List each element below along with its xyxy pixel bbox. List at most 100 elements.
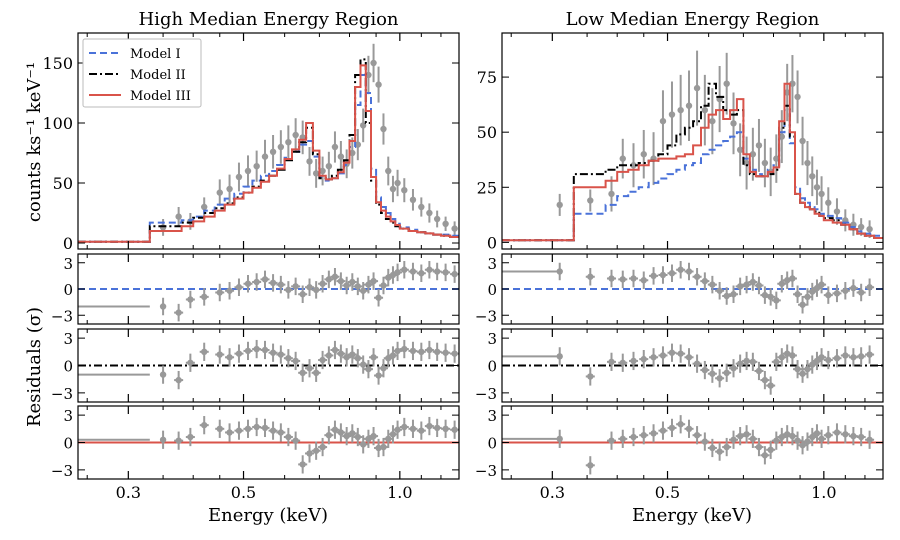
residual-point [201, 348, 208, 356]
data-point [556, 201, 563, 209]
residual-point [850, 354, 857, 361]
data-point [418, 203, 425, 211]
data-point [235, 173, 243, 181]
residual-point [319, 443, 326, 451]
residual-point [319, 280, 326, 287]
residual-point [216, 425, 223, 433]
data-point [331, 143, 339, 151]
residual-point [813, 284, 821, 292]
residual-point [640, 432, 647, 439]
residual-point [244, 280, 252, 287]
residual-point [825, 356, 832, 364]
legend: Model I Model II Model III [82, 38, 202, 108]
residual-point [630, 275, 637, 282]
residual-point [418, 270, 425, 277]
y-tick-label: 25 [477, 178, 497, 197]
residual-point [337, 350, 345, 357]
model-curve-model-iii [502, 82, 883, 242]
data-point [866, 225, 873, 233]
residual-point [659, 352, 667, 359]
data-point [833, 208, 841, 215]
axes-frame [501, 32, 884, 250]
residual-point [277, 351, 285, 358]
residual-point [701, 277, 709, 285]
data-point [794, 93, 801, 101]
residual-point [668, 270, 676, 277]
y-axis-label-counts: counts ks⁻¹ keV⁻¹ [24, 62, 45, 222]
residual-point [451, 350, 458, 357]
data-point [370, 59, 377, 67]
data-point [723, 80, 730, 87]
residual-point [418, 427, 425, 434]
x-tick-label: 0.5 [231, 483, 256, 502]
residual-point [442, 425, 449, 433]
residual-point [630, 433, 637, 441]
data-point [389, 185, 397, 193]
data-point [773, 155, 780, 162]
residual-point [809, 361, 816, 368]
residual-point [677, 421, 684, 428]
residual-point [716, 375, 723, 382]
residual-point [857, 433, 865, 441]
data-point [701, 106, 709, 114]
y-tick-label: 50 [477, 123, 497, 142]
residual-y-tick-label: 3 [487, 255, 497, 273]
residual-point [216, 289, 223, 296]
residual-point [253, 423, 260, 431]
residual-point [794, 437, 801, 444]
residual-point [709, 444, 716, 452]
residual-point [253, 345, 260, 353]
residual-point [343, 282, 350, 289]
residual-point [380, 365, 387, 372]
data-point [426, 209, 433, 217]
residual-point [312, 286, 320, 294]
residual-point [799, 301, 806, 308]
panel-low-median-energy: Low Median Energy Region 0 25 50 75 3 0 −3 3 0 −3 3… [475, 9, 884, 502]
residual-point [401, 345, 408, 353]
residual-plot-area [78, 339, 459, 390]
residual-point [761, 452, 769, 459]
residual-point [394, 269, 401, 276]
data-point [789, 80, 796, 87]
residual-point [394, 347, 401, 355]
residual-point [825, 291, 832, 299]
data-point [349, 149, 356, 157]
residual-point [789, 432, 796, 440]
residual-point [799, 370, 806, 377]
residual-point [426, 422, 433, 430]
axes-frame [77, 32, 460, 250]
residual-point [799, 442, 806, 449]
residual-point [269, 279, 277, 287]
data-point [799, 137, 806, 145]
residual-point [269, 349, 277, 356]
residual-point [201, 421, 208, 429]
data-point [385, 167, 392, 175]
residual-point [409, 347, 417, 355]
residual-point [693, 432, 701, 439]
residual-point [354, 283, 362, 290]
residual-point [749, 358, 757, 366]
residual-point [312, 369, 320, 376]
residual-point [640, 277, 647, 284]
residual-point [701, 438, 709, 445]
residual-point [235, 284, 243, 291]
x-axis-label-left: Energy (keV) [208, 505, 328, 526]
data-point [743, 159, 750, 167]
residual-y-tick-label: 0 [63, 281, 73, 299]
residual-point [306, 450, 313, 457]
residual-point [175, 309, 182, 316]
data-point [159, 224, 167, 231]
data-point [226, 185, 233, 193]
data-point [312, 170, 320, 177]
residual-point [365, 365, 372, 373]
residual-point [451, 270, 458, 278]
data-point [659, 117, 667, 125]
residual-point [809, 288, 816, 295]
y-tick-label: 150 [42, 54, 73, 73]
residual-plot-area [78, 261, 459, 322]
residual-point [587, 462, 594, 469]
residual-point [736, 360, 744, 367]
residual-point [619, 435, 626, 443]
panel-title: High Median Energy Region [138, 9, 398, 30]
residual-point [277, 281, 285, 288]
